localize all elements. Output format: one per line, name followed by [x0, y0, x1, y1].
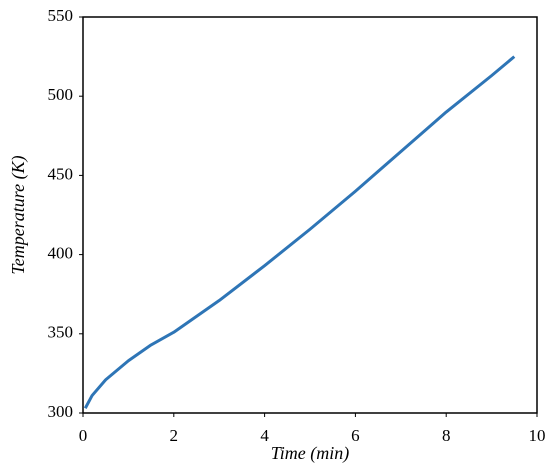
x-tick-label: 10 [529, 426, 546, 445]
x-tick-label: 8 [442, 426, 451, 445]
y-tick-label: 400 [48, 244, 74, 263]
data-line [83, 55, 516, 409]
y-tick-label: 500 [48, 85, 74, 104]
y-axis-title: Temperature (K) [8, 155, 29, 274]
x-tick-label: 6 [351, 426, 360, 445]
plot-frame [82, 16, 538, 414]
x-tick-label: 0 [79, 426, 88, 445]
y-tick-label: 300 [48, 402, 74, 421]
x-axis-title: Time (min) [271, 443, 350, 464]
y-tick-label: 550 [48, 6, 74, 25]
x-tick-label: 4 [260, 426, 269, 445]
y-tick-label: 450 [48, 164, 74, 183]
y-tick-label: 350 [48, 323, 74, 342]
x-tick-label: 2 [170, 426, 179, 445]
